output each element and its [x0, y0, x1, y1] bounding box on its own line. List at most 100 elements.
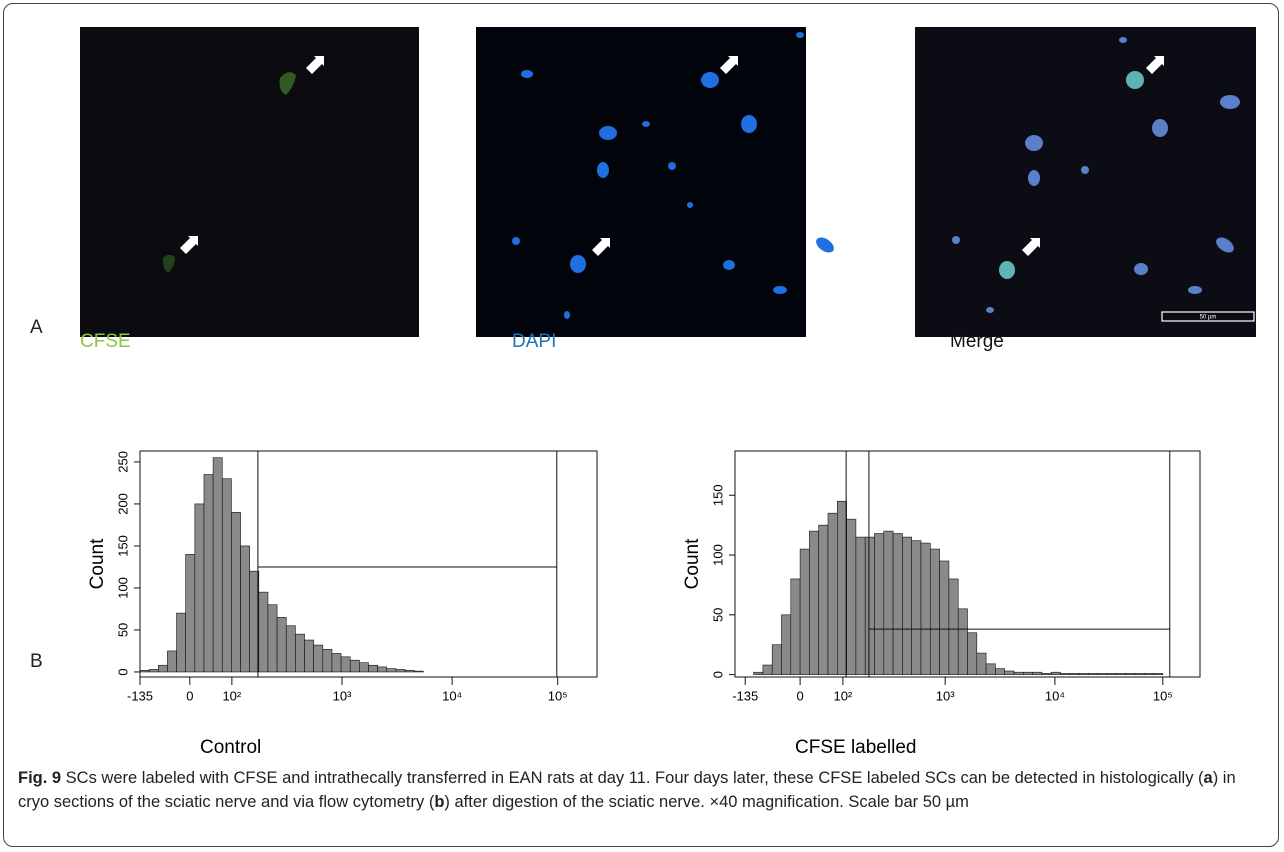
histogram-bar	[322, 648, 333, 673]
x-tick-label: 10²	[222, 688, 241, 703]
y-tick-label: 0	[710, 671, 725, 678]
histogram-bar	[395, 669, 406, 673]
histogram-bar	[967, 632, 978, 675]
histogram-bar	[864, 536, 875, 675]
histogram-bar	[212, 457, 223, 673]
histogram-bar	[985, 663, 996, 675]
histogram-bar	[809, 530, 820, 675]
histogram-bar	[753, 671, 764, 675]
histogram-bar	[258, 591, 269, 673]
caption-text: b	[434, 793, 445, 811]
histogram-bar	[340, 656, 351, 673]
histogram-bar	[404, 669, 415, 673]
y-tick-label: 50	[710, 608, 725, 622]
histogram-bar	[413, 670, 424, 673]
image-caption: CFSE	[80, 331, 131, 352]
y-tick-label: 150	[115, 535, 130, 557]
x-tick-label: -135	[732, 688, 758, 703]
histogram-bar	[295, 633, 305, 673]
histogram-bar	[911, 540, 922, 675]
scale-bar-label: 50 µm	[1200, 315, 1217, 321]
histogram-bar	[1143, 673, 1154, 675]
histogram-bar	[221, 478, 232, 673]
histogram-bar	[240, 545, 250, 673]
y-tick-label: 250	[115, 451, 130, 473]
histogram-bar	[148, 669, 159, 673]
histogram-bar	[276, 617, 287, 673]
histogram-bar	[939, 560, 950, 675]
histogram-bar	[790, 578, 801, 675]
histogram-bar	[1069, 673, 1080, 675]
histogram-bar	[976, 652, 987, 675]
histogram-bar	[185, 554, 196, 673]
histogram-bar	[1088, 673, 1099, 675]
histogram-bar	[762, 664, 773, 675]
histogram-bar	[331, 653, 342, 673]
caption-text: SCs were labeled with CFSE and intrathec…	[61, 769, 1204, 787]
y-tick-label: 100	[115, 577, 130, 599]
chart-title: Control	[200, 737, 261, 758]
x-tick-label: 0	[796, 688, 803, 703]
histogram-bar	[957, 608, 968, 675]
plot-frame	[139, 450, 598, 678]
y-tick-label: 50	[115, 623, 130, 637]
histogram-bar	[304, 639, 314, 673]
histogram-bar	[799, 548, 810, 675]
x-tick-label: 10³	[936, 688, 955, 703]
histogram-bar	[359, 662, 369, 673]
histogram-bar	[1116, 673, 1126, 675]
y-tick-label: 200	[115, 493, 130, 515]
histogram-bar	[1125, 673, 1136, 675]
x-tick-label: 10³	[333, 688, 352, 703]
x-tick-label: 0	[186, 688, 193, 703]
x-tick-label: 10⁵	[548, 688, 568, 703]
chart-title: CFSE labelled	[795, 737, 916, 758]
histogram-bar	[836, 500, 847, 675]
histogram-bar	[874, 533, 885, 675]
image-caption: Merge	[950, 331, 1004, 352]
y-tick-label: 0	[115, 668, 130, 675]
histogram-bar	[846, 518, 857, 675]
figure-frame	[3, 3, 1279, 847]
histogram-bar	[386, 668, 397, 673]
histogram-bar	[1032, 671, 1043, 675]
histogram-bar	[902, 536, 913, 675]
histogram-bar	[1134, 673, 1145, 675]
histogram-bar	[176, 612, 186, 673]
histogram-bar	[313, 644, 324, 673]
histogram-bar	[194, 503, 205, 673]
histogram-bar	[1004, 670, 1015, 675]
plot-frame	[734, 450, 1201, 678]
caption-text: a	[1203, 769, 1213, 787]
x-tick-label: 10⁵	[1153, 688, 1173, 703]
histogram-bar	[285, 625, 296, 673]
caption-text: ) after digestion of the sciatic nerve. …	[444, 793, 969, 811]
figure-caption: Fig. 9 SCs were labeled with CFSE and in…	[18, 766, 1270, 814]
histogram-bar	[368, 664, 378, 673]
histogram-bar	[231, 512, 241, 673]
histogram-bar	[1013, 671, 1024, 675]
image-merge: 50 µm	[915, 27, 1256, 337]
histogram-bar	[827, 512, 838, 675]
histogram-bar	[203, 474, 214, 673]
histogram-bar	[892, 533, 903, 675]
histogram-bar	[377, 666, 388, 673]
panel-label: A	[30, 317, 43, 338]
histogram-bar	[157, 664, 168, 673]
x-tick-label: 10⁴	[1045, 688, 1065, 703]
histogram-bar	[1022, 671, 1033, 675]
histogram-bar	[1097, 673, 1108, 675]
caption-text: ) in cryo sections of the sciatic nerve …	[18, 769, 1236, 811]
panel-label: B	[30, 651, 43, 672]
histogram-bar	[995, 668, 1006, 675]
histogram-bar	[1060, 673, 1071, 675]
histogram-bar	[855, 536, 866, 675]
histogram-bar	[267, 604, 278, 673]
histogram-bar	[139, 669, 150, 673]
y-axis-label: Count	[682, 538, 703, 589]
image-dapi	[476, 27, 834, 337]
histogram-bar	[349, 659, 360, 673]
histogram-bar	[167, 650, 177, 673]
histogram-bar	[1153, 673, 1164, 675]
histogram-bar	[771, 644, 782, 675]
